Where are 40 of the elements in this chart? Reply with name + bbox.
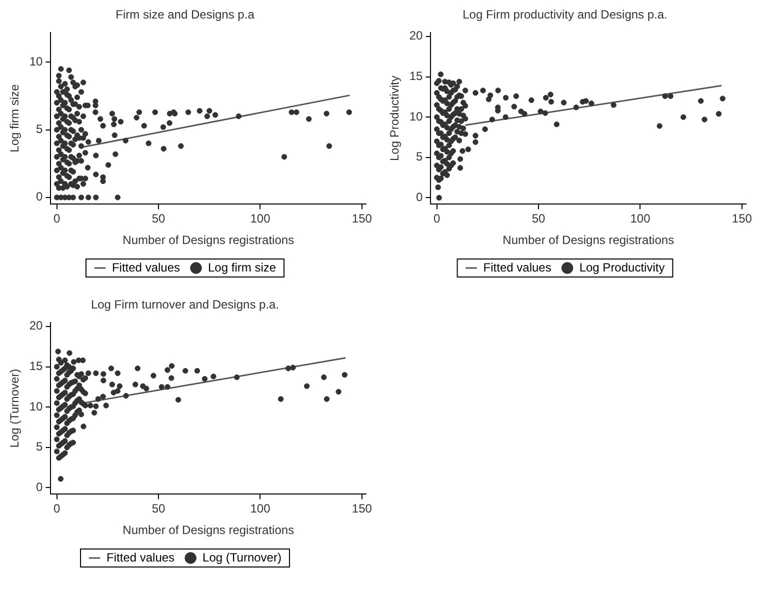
x-tick-label: 100 <box>250 502 271 516</box>
y-tick-label: 5 <box>36 122 44 136</box>
y-axis-title: Log (Turnover) <box>8 368 22 448</box>
legend-label: Log (Turnover) <box>202 550 282 564</box>
x-tick-label: 150 <box>732 212 752 226</box>
x-tick-label: 50 <box>152 502 166 516</box>
y-axis-title: Log Productivity <box>388 76 402 161</box>
legend-label: Log firm size <box>208 260 276 274</box>
x-axis-title: Number of Designs registrations <box>502 233 674 248</box>
y-tick-label: 5 <box>416 150 424 164</box>
legend-label: Fitted values <box>106 550 175 564</box>
x-tick-label: 50 <box>532 212 546 226</box>
x-tick-label: 100 <box>250 212 271 226</box>
y-tick-label: 20 <box>29 318 44 333</box>
x-axis-title: Number of Designs registrations <box>122 523 294 538</box>
chart-title: Firm size and Designs p.a <box>116 8 255 22</box>
chart-title: Log Firm productivity and Designs p.a. <box>462 8 668 22</box>
y-tick-label: 0 <box>36 190 44 204</box>
x-tick-label: 150 <box>352 212 372 226</box>
y-tick-label: 0 <box>36 480 44 494</box>
x-tick-label: 150 <box>352 502 372 516</box>
y-tick-label: 10 <box>29 54 44 68</box>
x-tick-label: 0 <box>54 502 61 516</box>
y-tick-label: 15 <box>409 69 424 84</box>
legend-label: Fitted values <box>483 260 552 274</box>
x-tick-label: 100 <box>630 212 651 226</box>
y-tick-label: 15 <box>29 359 44 374</box>
legend-label: Log Productivity <box>579 260 665 274</box>
y-tick-label: 10 <box>29 399 44 414</box>
chart-title: Log Firm turnover and Designs p.a. <box>90 298 280 312</box>
x-tick-label: 0 <box>434 212 441 226</box>
x-tick-label: 0 <box>54 212 61 226</box>
y-tick-label: 10 <box>409 109 424 124</box>
y-tick-label: 20 <box>409 28 424 43</box>
x-axis-title: Number of Designs registrations <box>122 233 294 248</box>
y-tick-label: 0 <box>416 190 424 204</box>
legend-label: Fitted values <box>112 260 180 274</box>
y-tick-label: 5 <box>36 440 44 454</box>
y-axis-title: Log firm size <box>8 84 22 152</box>
x-tick-label: 50 <box>152 212 166 226</box>
